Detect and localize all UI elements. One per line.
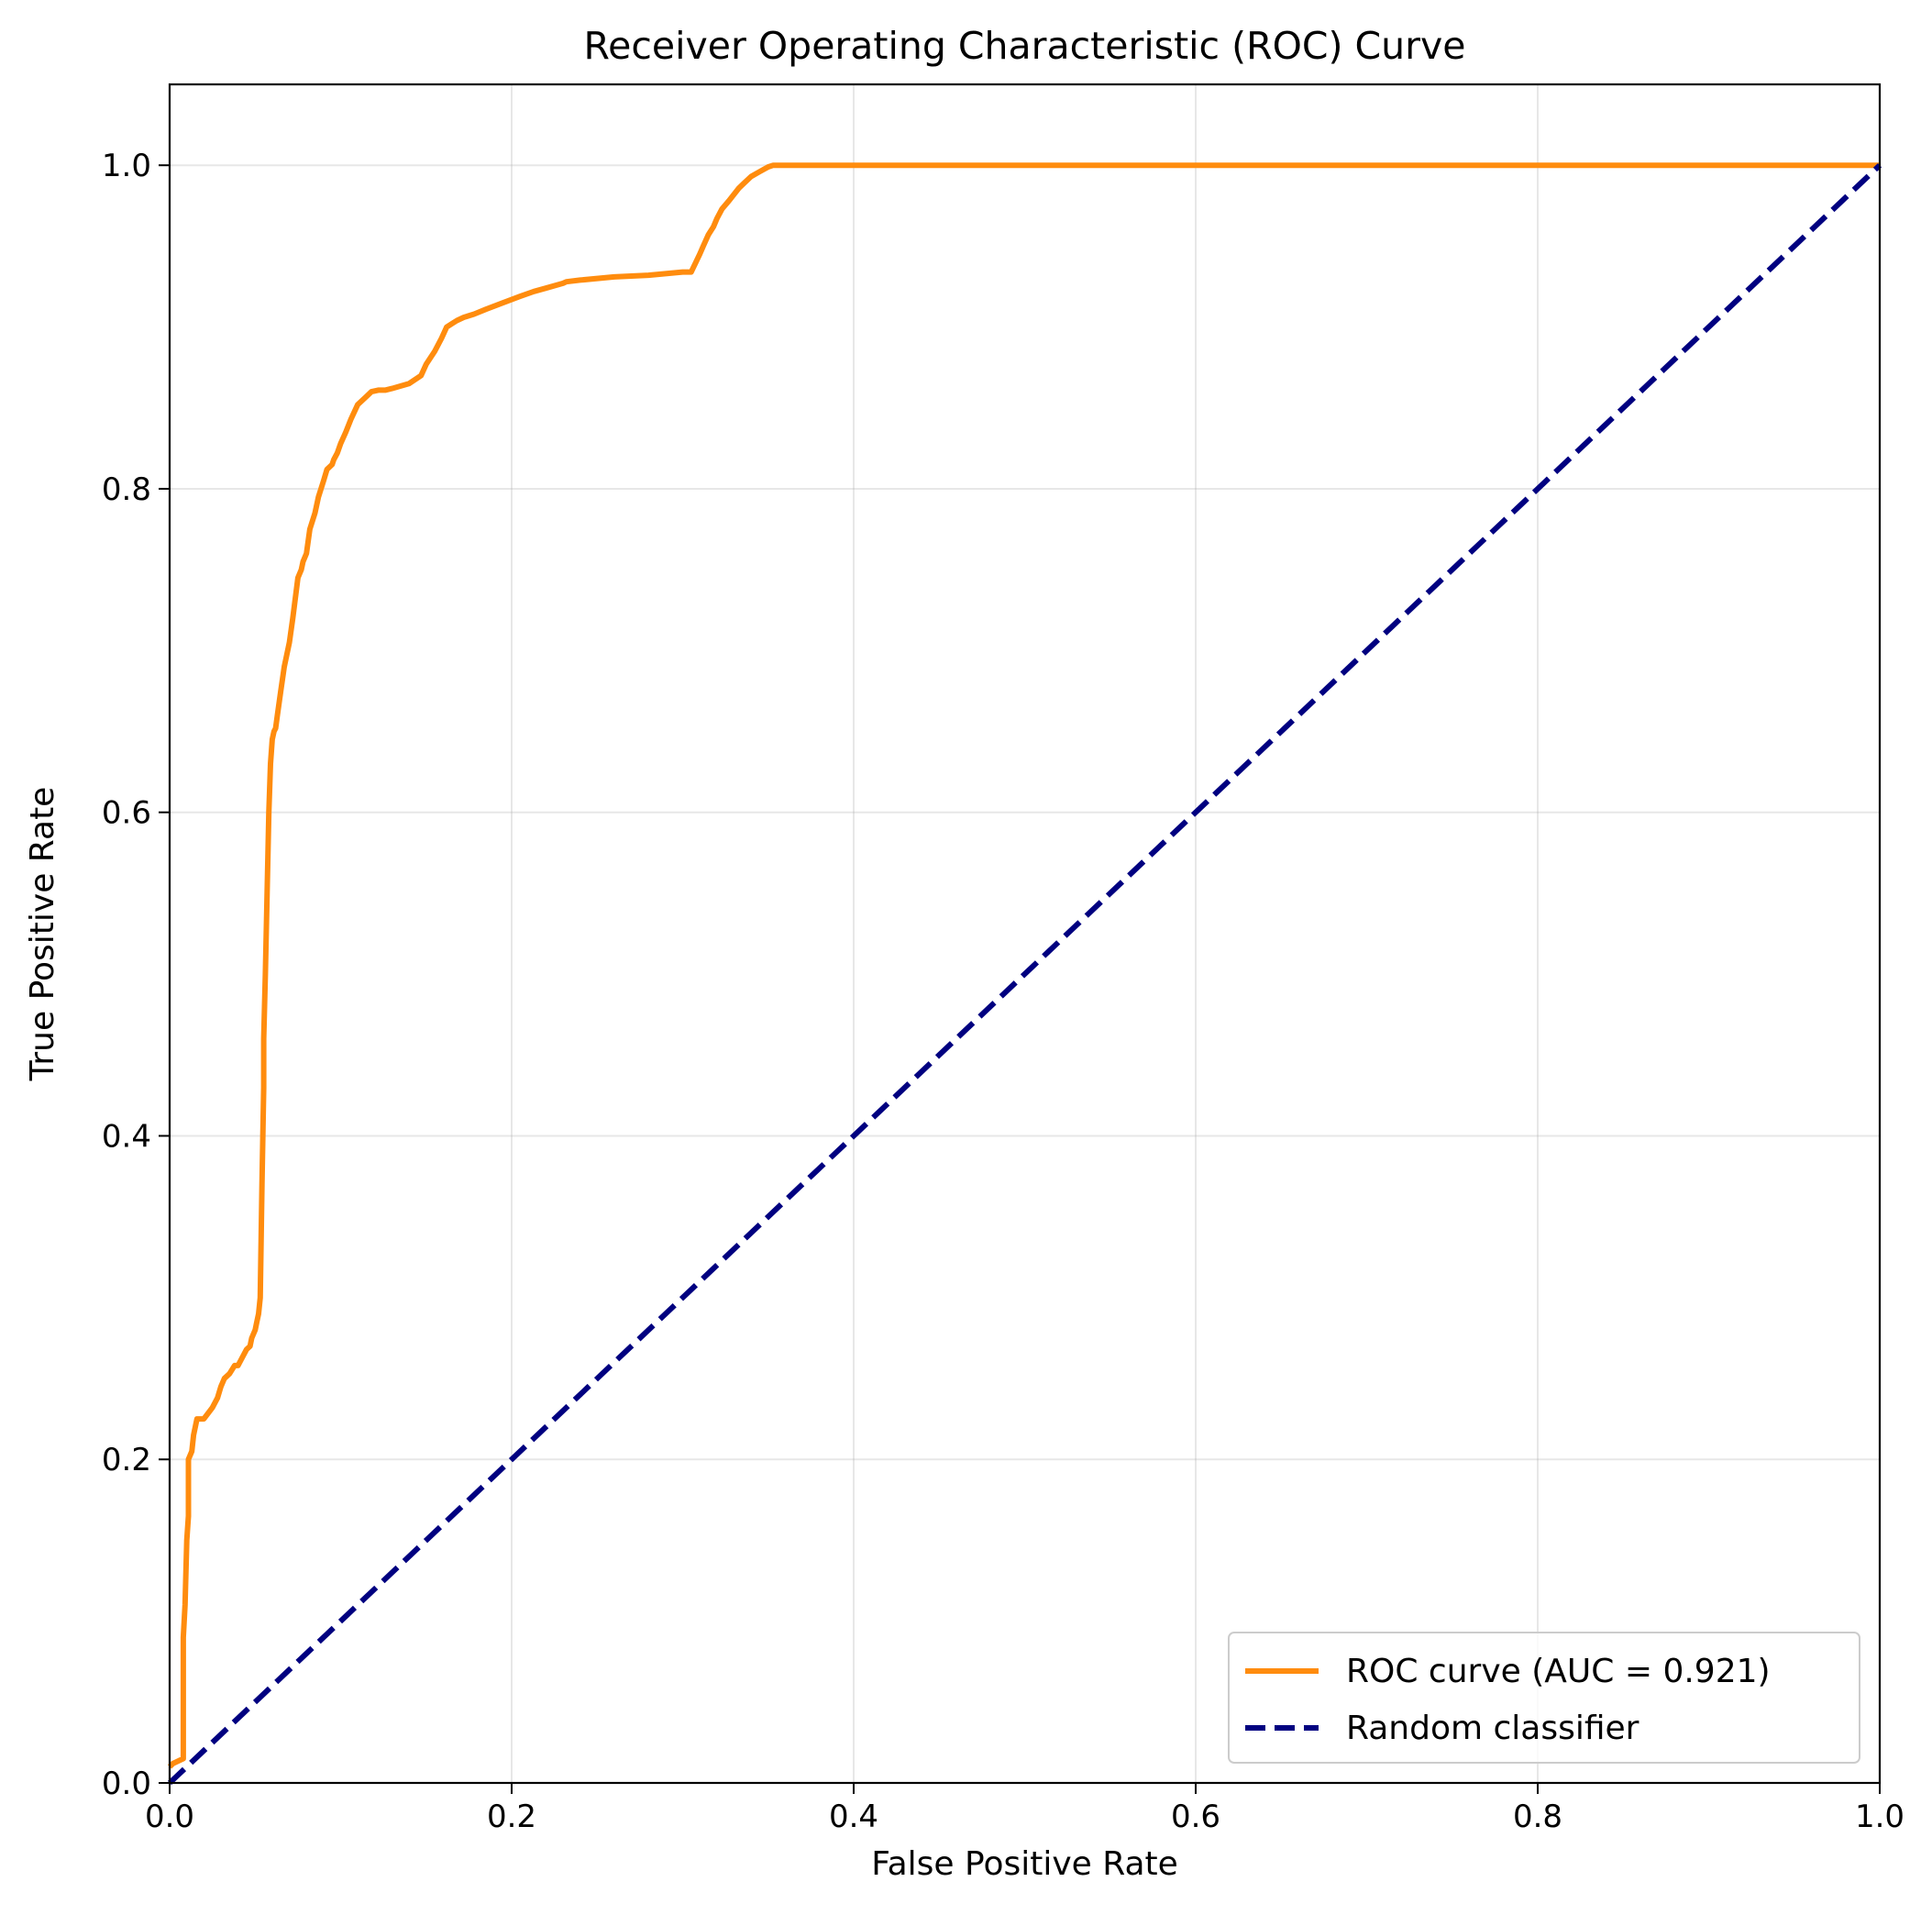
y-tick-label: 0.6 [102,795,151,832]
roc-curve-line [167,162,1880,1769]
x-tick-label: 0.0 [145,1799,194,1835]
legend-box [1228,1632,1860,1764]
axis-ticks: 0.0 0.2 0.4 0.6 0.8 1.0 0.0 0.2 0.4 0.6 0.8 1.0 [102,148,1904,1835]
chart-title: Receiver Operating Characteristic (ROC) … [584,24,1466,68]
x-tick-label: 0.6 [1171,1799,1220,1835]
x-tick-label: 0.2 [487,1799,536,1835]
x-tick-label: 1.0 [1855,1799,1904,1835]
y-axis-label: True Positive Rate [24,787,61,1082]
axes-frame [168,83,1882,1785]
x-tick-label: 0.8 [1513,1799,1562,1835]
legend-label: Random classifier [1346,1710,1639,1747]
random-classifier-line [167,163,1882,1786]
y-tick-label: 0.0 [102,1766,151,1802]
y-tick-label: 0.2 [102,1442,151,1478]
legend-label: ROC curve (AUC = 0.921) [1346,1653,1771,1690]
legend: ROC curve (AUC = 0.921) Random classifier [1228,1632,1860,1764]
plot-lines [167,162,1882,1786]
y-tick-label: 0.8 [102,471,151,508]
y-tick-label: 1.0 [102,148,151,184]
x-axis-label: False Positive Rate [871,1845,1178,1883]
x-tick-label: 0.4 [829,1799,878,1835]
grid-lines [169,84,1881,1784]
y-tick-label: 0.4 [102,1118,151,1155]
